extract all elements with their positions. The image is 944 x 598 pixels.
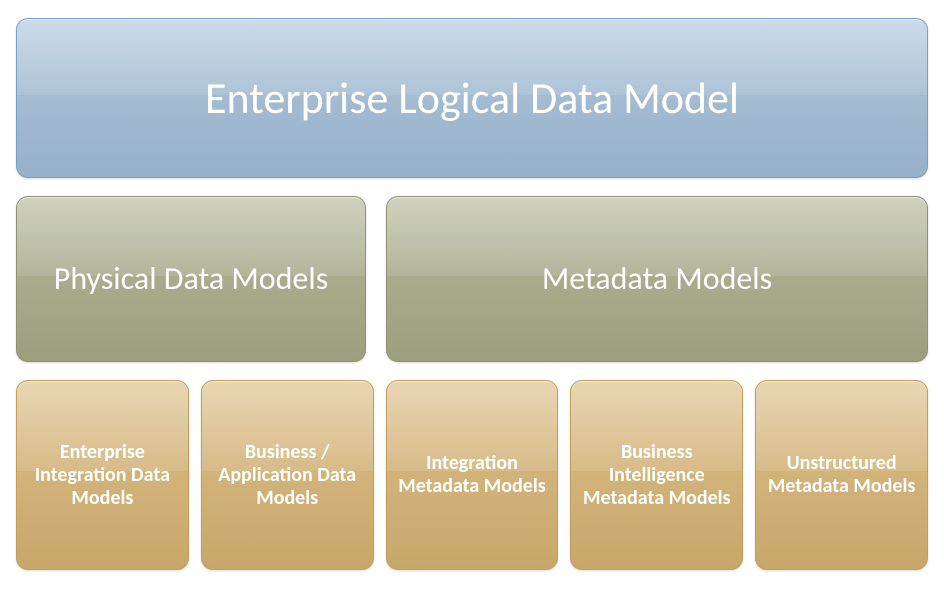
col-gap [374, 380, 386, 570]
box-physical-data-models: Physical Data Models [16, 196, 366, 362]
box-metadata-models: Metadata Models [386, 196, 928, 362]
box-integration-metadata-models: Integration Metadata Models [386, 380, 559, 570]
row-mid: Physical Data Models Metadata Models [16, 196, 928, 362]
box-enterprise-integration-data-models: Enterprise Integration Data Models [16, 380, 189, 570]
row-top: Enterprise Logical Data Model [16, 18, 928, 178]
diagram-canvas: Enterprise Logical Data Model Physical D… [0, 0, 944, 598]
row-bot: Enterprise Integration Data Models Busin… [16, 380, 928, 570]
col-gap [189, 380, 201, 570]
col-gap [366, 196, 386, 362]
col-gap [558, 380, 570, 570]
box-business-intelligence-metadata-models: Business Intelligence Metadata Models [570, 380, 743, 570]
box-unstructured-metadata-models: Unstructured Metadata Models [755, 380, 928, 570]
col-gap [743, 380, 755, 570]
box-business-application-data-models: Business / Application Data Models [201, 380, 374, 570]
row-gap [16, 362, 928, 380]
box-enterprise-logical-data-model: Enterprise Logical Data Model [16, 18, 928, 178]
row-gap [16, 178, 928, 196]
